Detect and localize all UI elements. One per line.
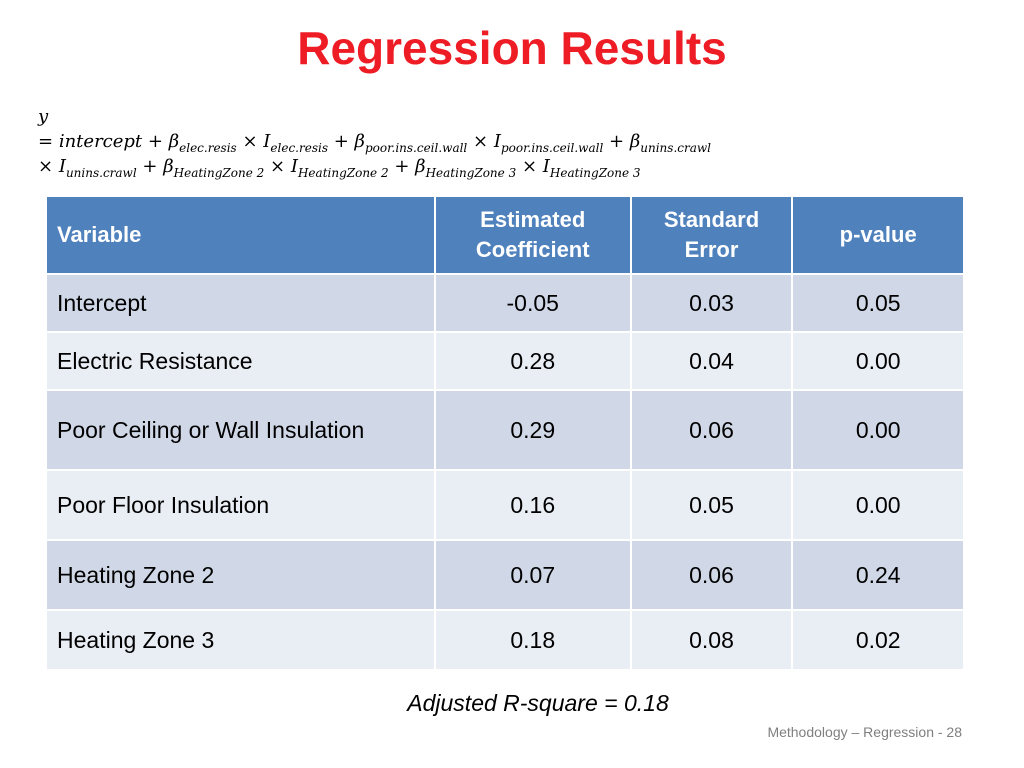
header-variable: Variable [45,195,436,275]
slide-title: Regression Results [297,22,727,74]
cell-standard-error: 0.04 [629,331,794,391]
cell-standard-error: 0.06 [629,539,794,611]
table-row: Heating Zone 3 0.18 0.08 0.02 [45,609,965,671]
header-coefficient: Estimated Coefficient [433,195,632,275]
table-header-row: Variable Estimated Coefficient Standard … [45,195,965,275]
cell-coefficient: 0.18 [433,609,632,671]
regression-formula: y = intercept + βelec.resis × Ielec.resi… [38,104,1018,179]
cell-p-value: 0.00 [791,389,965,471]
cell-p-value: 0.05 [791,273,965,333]
cell-standard-error: 0.03 [629,273,794,333]
cell-p-value: 0.00 [791,331,965,391]
table-row: Poor Floor Insulation 0.16 0.05 0.00 [45,469,965,541]
table-row: Poor Ceiling or Wall Insulation 0.29 0.0… [45,389,965,471]
cell-standard-error: 0.06 [629,389,794,471]
table-row: Heating Zone 2 0.07 0.06 0.24 [45,539,965,611]
cell-coefficient: 0.16 [433,469,632,541]
table-row: Electric Resistance 0.28 0.04 0.00 [45,331,965,391]
cell-variable: Electric Resistance [45,331,436,391]
cell-coefficient: 0.29 [433,389,632,471]
formula-line-3: × Iunins.crawl + βHeatingZone 2 × IHeati… [38,156,641,180]
table-row: Intercept -0.05 0.03 0.05 [45,273,965,333]
header-standard-error: Standard Error [629,195,794,275]
cell-coefficient: 0.07 [433,539,632,611]
cell-standard-error: 0.08 [629,609,794,671]
cell-variable: Heating Zone 2 [45,539,436,611]
slide-footer: Methodology – Regression - 28 [767,724,962,740]
formula-line-2: = intercept + βelec.resis × Ielec.resis … [38,131,711,155]
cell-variable: Poor Ceiling or Wall Insulation [45,389,436,471]
regression-table: Variable Estimated Coefficient Standard … [45,195,965,671]
cell-p-value: 0.00 [791,469,965,541]
header-p-value: p-value [791,195,965,275]
cell-standard-error: 0.05 [629,469,794,541]
cell-variable: Heating Zone 3 [45,609,436,671]
formula-line-1: y [38,106,49,127]
cell-p-value: 0.02 [791,609,965,671]
adjusted-r-square: Adjusted R-square = 0.18 [407,690,669,716]
cell-coefficient: -0.05 [433,273,632,333]
cell-coefficient: 0.28 [433,331,632,391]
cell-variable: Poor Floor Insulation [45,469,436,541]
cell-variable: Intercept [45,273,436,333]
cell-p-value: 0.24 [791,539,965,611]
